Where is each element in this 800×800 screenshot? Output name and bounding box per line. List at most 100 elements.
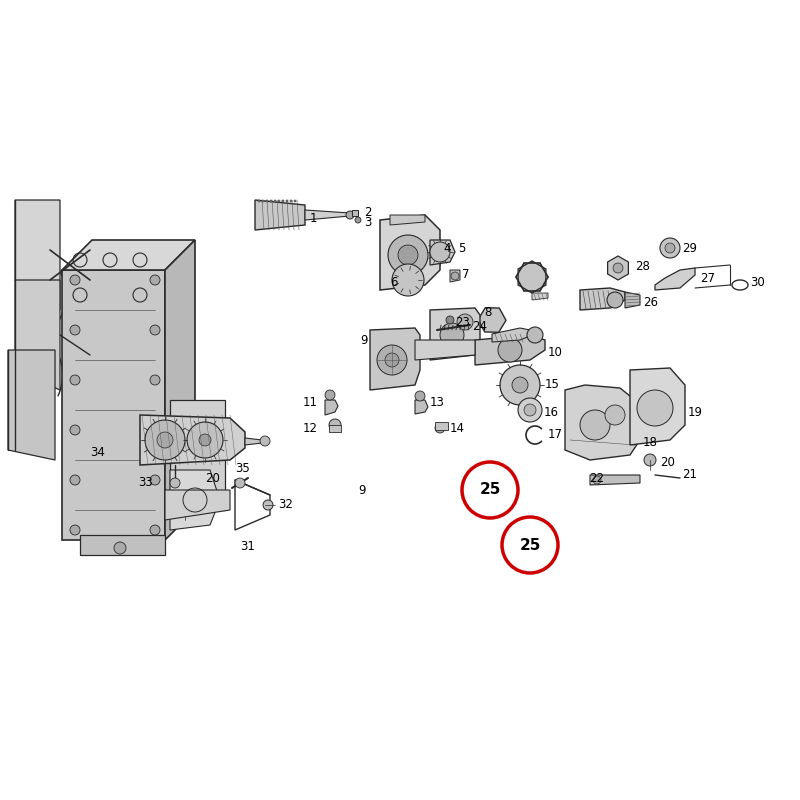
Circle shape [430,242,450,262]
Circle shape [70,375,80,385]
Polygon shape [270,200,272,202]
Polygon shape [170,400,225,510]
Circle shape [70,325,80,335]
Polygon shape [450,270,460,282]
Polygon shape [294,200,296,202]
Circle shape [150,475,160,485]
Text: 20: 20 [660,455,675,469]
Text: 31: 31 [240,539,255,553]
Text: 29: 29 [682,242,697,254]
Text: 5: 5 [458,242,466,254]
Text: 17: 17 [548,429,563,442]
Polygon shape [258,200,260,202]
Circle shape [457,314,473,330]
Text: 14: 14 [450,422,465,434]
Polygon shape [62,270,165,540]
Polygon shape [8,350,55,460]
Circle shape [150,325,160,335]
Circle shape [527,327,543,343]
Circle shape [392,264,424,296]
Text: 4: 4 [443,242,450,254]
Circle shape [607,292,623,308]
Text: 9: 9 [361,334,368,346]
Circle shape [260,436,270,446]
Polygon shape [165,240,195,540]
Circle shape [187,422,223,458]
Polygon shape [262,200,264,202]
Polygon shape [80,535,165,555]
Text: 8: 8 [484,306,491,318]
Circle shape [170,478,180,488]
Polygon shape [170,470,220,530]
Polygon shape [165,490,230,520]
Circle shape [580,410,610,440]
Circle shape [415,391,425,401]
Text: 20: 20 [205,471,220,485]
Text: 10: 10 [548,346,563,358]
Polygon shape [15,280,60,390]
Circle shape [435,423,445,433]
Circle shape [329,419,341,431]
Polygon shape [352,210,358,216]
Circle shape [388,235,428,275]
Polygon shape [305,210,350,220]
Polygon shape [415,340,475,360]
Circle shape [524,404,536,416]
Circle shape [235,478,245,488]
Circle shape [660,238,680,258]
Circle shape [613,263,623,273]
Circle shape [157,432,173,448]
Polygon shape [62,240,195,270]
Circle shape [263,500,273,510]
Text: 22: 22 [590,471,605,485]
Polygon shape [475,335,545,365]
Text: 19: 19 [688,406,703,419]
Polygon shape [580,288,625,310]
Text: 3: 3 [364,215,371,229]
Polygon shape [380,215,440,290]
Polygon shape [15,200,60,310]
Circle shape [355,217,361,223]
Text: 34: 34 [90,446,105,458]
Text: 26: 26 [643,295,658,309]
Circle shape [346,211,354,219]
Circle shape [70,425,80,435]
Circle shape [498,338,522,362]
Text: 24: 24 [472,321,487,334]
Polygon shape [435,422,448,430]
Polygon shape [286,200,288,202]
Polygon shape [282,200,284,202]
Text: 30: 30 [750,277,765,290]
Polygon shape [415,400,428,414]
Polygon shape [430,240,455,265]
Text: 11: 11 [303,397,318,410]
Circle shape [150,275,160,285]
Polygon shape [492,328,530,342]
Text: 6: 6 [390,277,398,290]
Circle shape [593,476,601,484]
Circle shape [605,405,625,425]
Circle shape [451,272,459,280]
Polygon shape [370,328,420,390]
Polygon shape [630,368,685,445]
Polygon shape [255,200,305,230]
Text: 33: 33 [138,475,153,489]
Circle shape [70,525,80,535]
Polygon shape [430,308,480,360]
Circle shape [398,245,418,265]
Polygon shape [325,400,338,415]
Text: 28: 28 [635,261,650,274]
Polygon shape [266,200,268,202]
Text: 15: 15 [545,378,560,391]
Circle shape [500,365,540,405]
Polygon shape [390,215,425,225]
Circle shape [150,375,160,385]
Circle shape [637,390,673,426]
Text: 16: 16 [544,406,559,418]
Text: 35: 35 [235,462,250,474]
Text: 32: 32 [278,498,293,511]
Polygon shape [625,292,640,308]
Polygon shape [274,200,276,202]
Circle shape [446,316,454,324]
Text: 21: 21 [682,467,697,481]
